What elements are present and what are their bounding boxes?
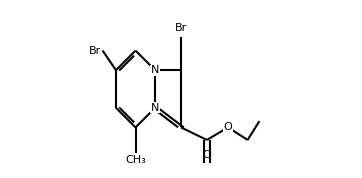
- Text: Br: Br: [175, 23, 187, 33]
- Text: N: N: [151, 103, 159, 113]
- Text: O: O: [202, 150, 211, 160]
- Text: N: N: [151, 65, 159, 75]
- Text: CH₃: CH₃: [125, 155, 146, 165]
- Text: O: O: [224, 122, 232, 132]
- Text: Br: Br: [89, 46, 101, 56]
